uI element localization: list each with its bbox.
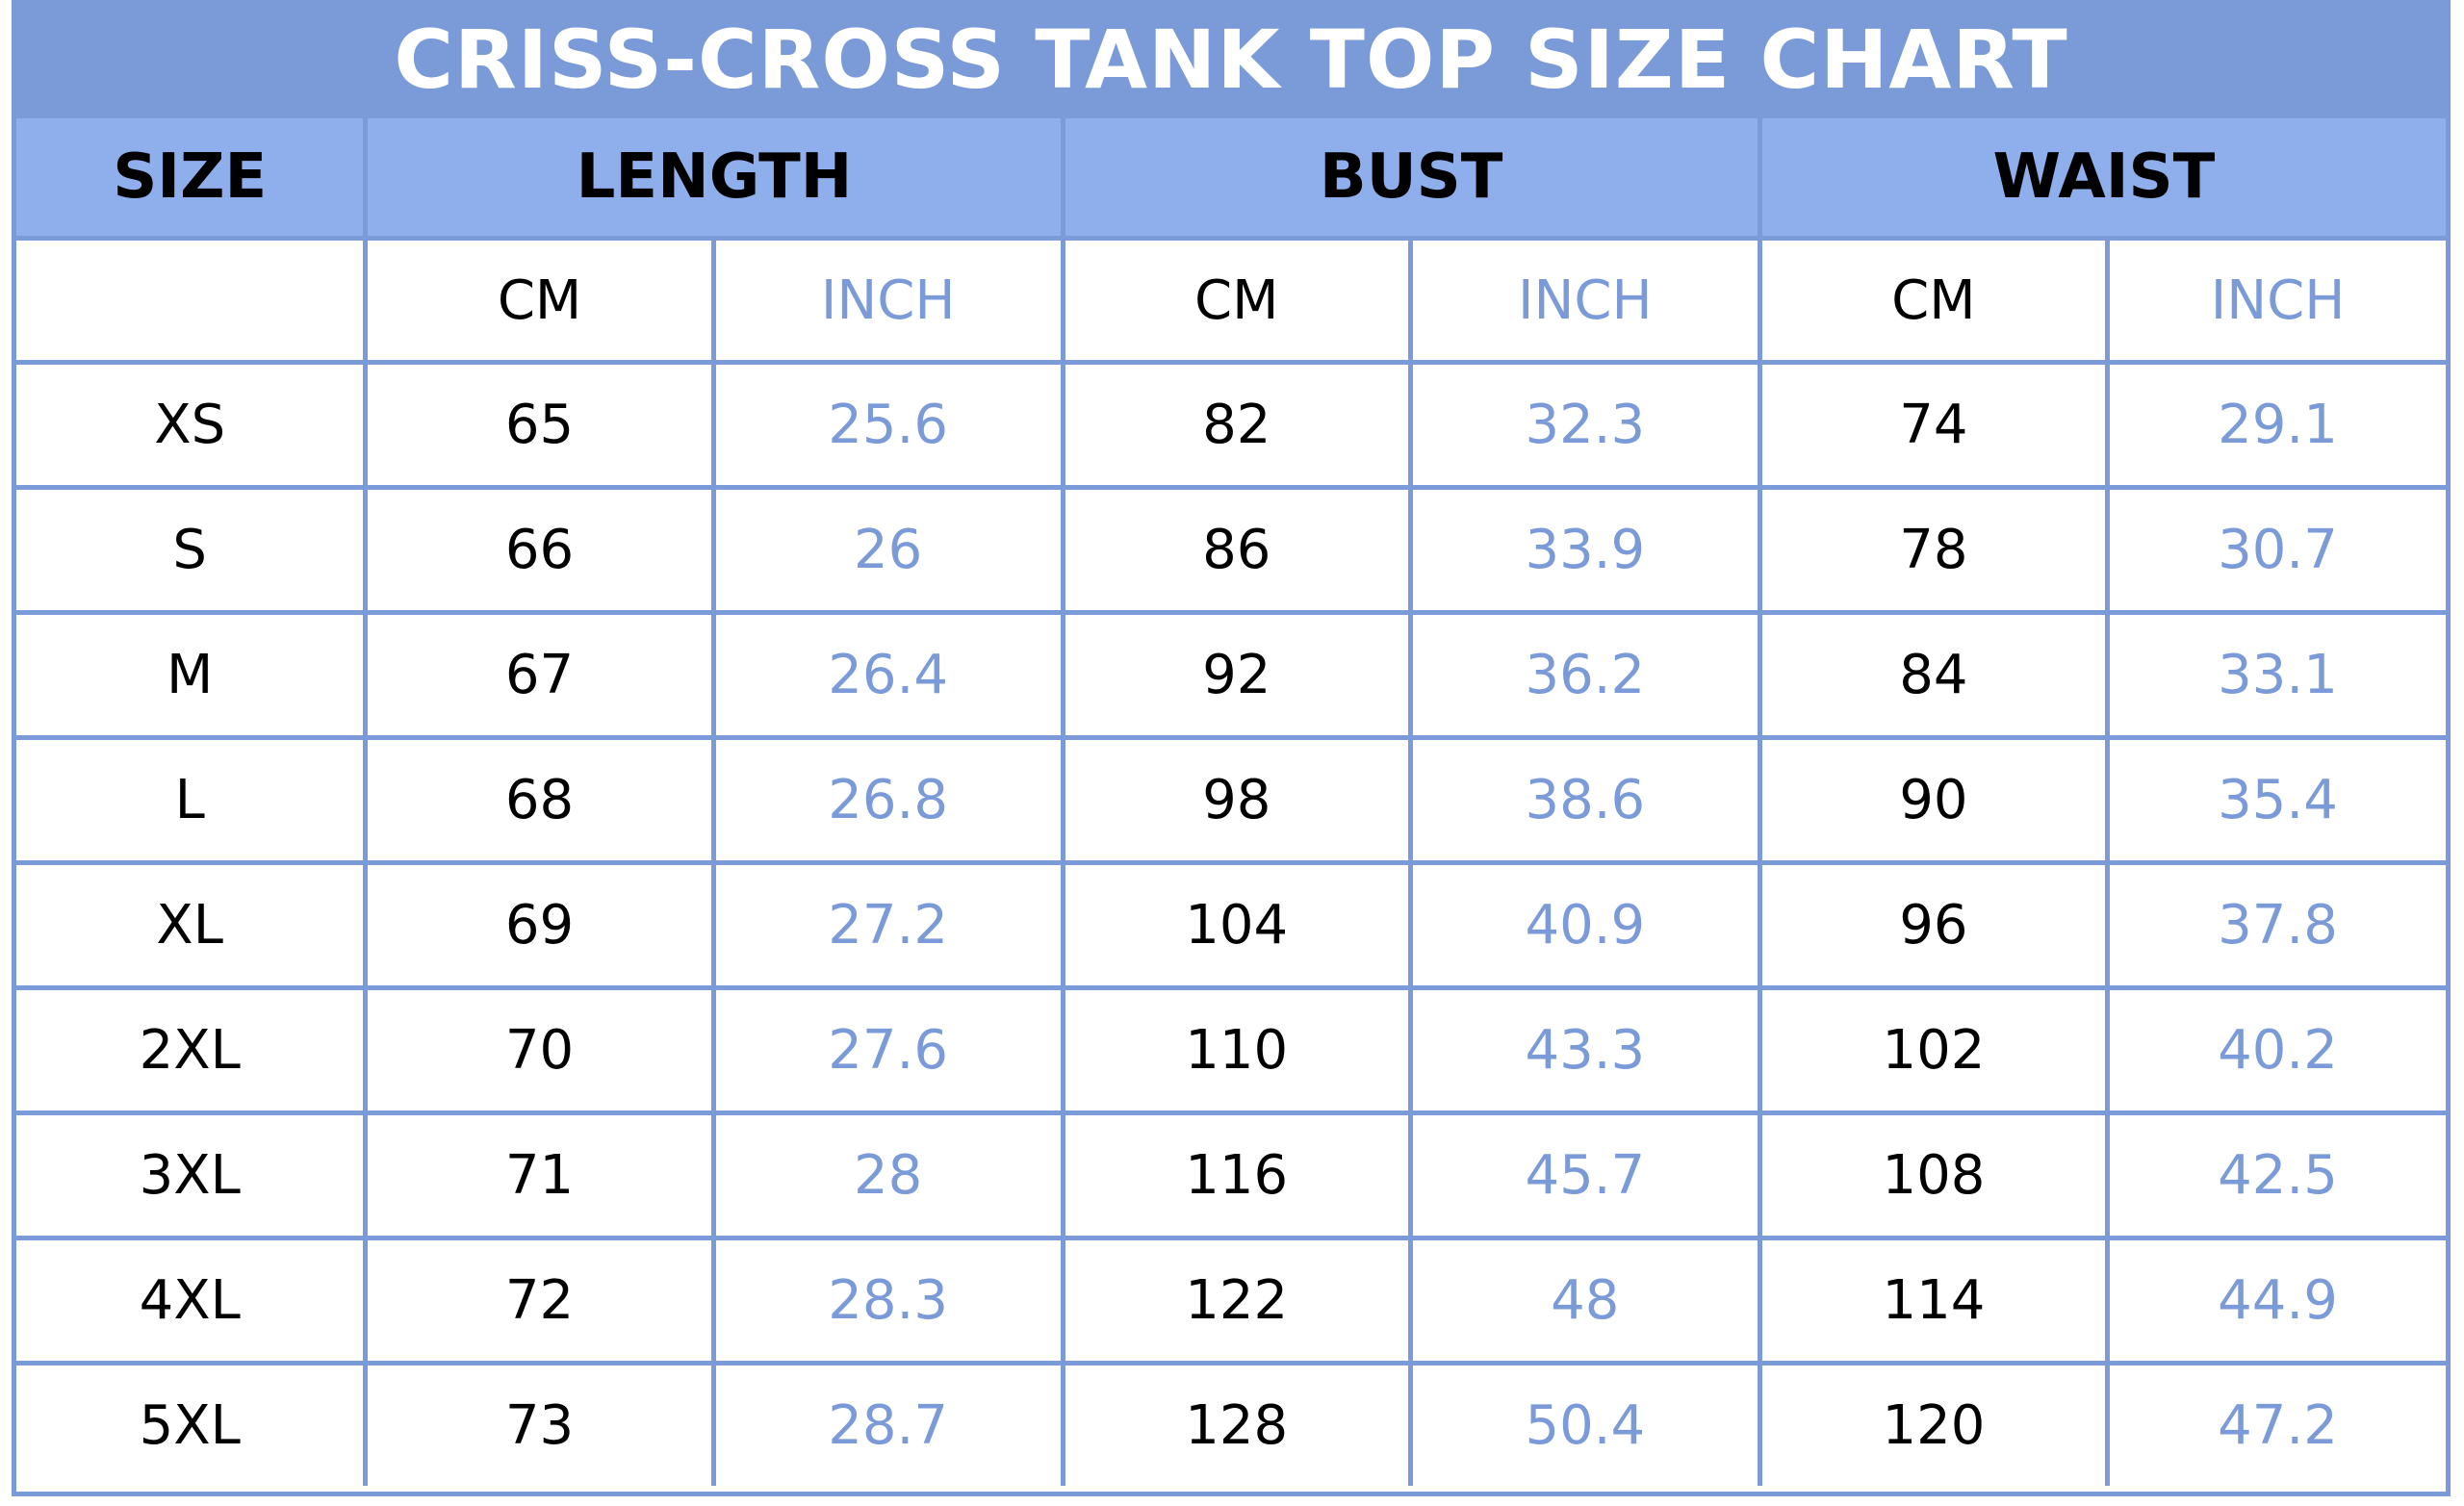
header-bust: BUST [1060, 118, 1762, 241]
waist-cm-cell: 114 [1757, 1236, 2111, 1366]
length-cm-cell: 72 [363, 1236, 716, 1366]
unit-header-row: CM INCH CM INCH CM INCH [16, 236, 2446, 363]
waist-inch-cell: 33.1 [2105, 610, 2446, 740]
bust-cm-cell: 82 [1060, 360, 1413, 490]
bust-inch-cell: 48 [1407, 1236, 1762, 1366]
length-inch-cell: 27.2 [710, 860, 1065, 990]
bust-cm-cell: 116 [1060, 1110, 1413, 1240]
size-rows: XS 65 25.6 82 32.3 74 29.1 S 66 26 86 33.9 78 30.7 M 67… [16, 360, 2446, 1486]
unit-length-cm: CM [363, 236, 716, 363]
length-inch-cell: 28.7 [710, 1361, 1065, 1486]
header-size: SIZE [16, 118, 369, 241]
bust-inch-cell: 38.6 [1407, 735, 1762, 865]
waist-cm-cell: 74 [1757, 360, 2111, 490]
length-cm-cell: 67 [363, 610, 716, 740]
waist-cm-cell: 84 [1757, 610, 2111, 740]
waist-inch-cell: 37.8 [2105, 860, 2446, 990]
table-row: 5XL 73 28.7 128 50.4 120 47.2 [16, 1361, 2446, 1486]
table-row: M 67 26.4 92 36.2 84 33.1 [16, 610, 2446, 740]
bust-cm-cell: 110 [1060, 985, 1413, 1115]
bust-cm-cell: 122 [1060, 1236, 1413, 1366]
waist-cm-cell: 102 [1757, 985, 2111, 1115]
table-row: XL 69 27.2 104 40.9 96 37.8 [16, 860, 2446, 990]
bust-inch-cell: 45.7 [1407, 1110, 1762, 1240]
group-header-row: SIZE LENGTH BUST WAIST [16, 118, 2446, 241]
size-cell: L [16, 735, 369, 865]
waist-inch-cell: 35.4 [2105, 735, 2446, 865]
bust-cm-cell: 128 [1060, 1361, 1413, 1486]
bust-inch-cell: 36.2 [1407, 610, 1762, 740]
length-inch-cell: 28 [710, 1110, 1065, 1240]
size-cell: 3XL [16, 1110, 369, 1240]
table-row: L 68 26.8 98 38.6 90 35.4 [16, 735, 2446, 865]
size-table: SIZE LENGTH BUST WAIST CM INCH CM INCH C… [16, 118, 2446, 1486]
unit-blank [16, 236, 369, 363]
length-cm-cell: 71 [363, 1110, 716, 1240]
waist-cm-cell: 96 [1757, 860, 2111, 990]
length-cm-cell: 68 [363, 735, 716, 865]
table-row: XS 65 25.6 82 32.3 74 29.1 [16, 360, 2446, 490]
bust-cm-cell: 86 [1060, 485, 1413, 615]
length-inch-cell: 26.8 [710, 735, 1065, 865]
size-cell: 5XL [16, 1361, 369, 1486]
waist-inch-cell: 29.1 [2105, 360, 2446, 490]
chart-title: CRISS-CROSS TANK TOP SIZE CHART [394, 12, 2068, 107]
bust-inch-cell: 40.9 [1407, 860, 1762, 990]
size-cell: S [16, 485, 369, 615]
waist-inch-cell: 40.2 [2105, 985, 2446, 1115]
size-cell: M [16, 610, 369, 740]
title-bar: CRISS-CROSS TANK TOP SIZE CHART [16, 5, 2446, 118]
size-cell: 4XL [16, 1236, 369, 1366]
unit-length-inch: INCH [710, 236, 1065, 363]
waist-cm-cell: 90 [1757, 735, 2111, 865]
bust-inch-cell: 50.4 [1407, 1361, 1762, 1486]
bust-inch-cell: 33.9 [1407, 485, 1762, 615]
table-row: 3XL 71 28 116 45.7 108 42.5 [16, 1110, 2446, 1240]
length-inch-cell: 26 [710, 485, 1065, 615]
size-chart: CRISS-CROSS TANK TOP SIZE CHART SIZE LEN… [12, 0, 2451, 1496]
length-cm-cell: 66 [363, 485, 716, 615]
length-cm-cell: 70 [363, 985, 716, 1115]
table-row: S 66 26 86 33.9 78 30.7 [16, 485, 2446, 615]
waist-inch-cell: 30.7 [2105, 485, 2446, 615]
length-cm-cell: 69 [363, 860, 716, 990]
unit-bust-cm: CM [1060, 236, 1413, 363]
length-inch-cell: 25.6 [710, 360, 1065, 490]
table-row: 4XL 72 28.3 122 48 114 44.9 [16, 1236, 2446, 1366]
unit-bust-inch: INCH [1407, 236, 1762, 363]
bust-cm-cell: 104 [1060, 860, 1413, 990]
waist-inch-cell: 42.5 [2105, 1110, 2446, 1240]
length-cm-cell: 73 [363, 1361, 716, 1486]
header-length: LENGTH [363, 118, 1065, 241]
size-cell: XS [16, 360, 369, 490]
table-row: 2XL 70 27.6 110 43.3 102 40.2 [16, 985, 2446, 1115]
size-cell: 2XL [16, 985, 369, 1115]
length-cm-cell: 65 [363, 360, 716, 490]
waist-cm-cell: 78 [1757, 485, 2111, 615]
waist-cm-cell: 120 [1757, 1361, 2111, 1486]
bust-inch-cell: 32.3 [1407, 360, 1762, 490]
length-inch-cell: 28.3 [710, 1236, 1065, 1366]
waist-cm-cell: 108 [1757, 1110, 2111, 1240]
bust-cm-cell: 98 [1060, 735, 1413, 865]
unit-waist-inch: INCH [2105, 236, 2446, 363]
length-inch-cell: 27.6 [710, 985, 1065, 1115]
unit-waist-cm: CM [1757, 236, 2111, 363]
header-waist: WAIST [1757, 118, 2446, 241]
waist-inch-cell: 44.9 [2105, 1236, 2446, 1366]
bust-inch-cell: 43.3 [1407, 985, 1762, 1115]
bust-cm-cell: 92 [1060, 610, 1413, 740]
size-cell: XL [16, 860, 369, 990]
waist-inch-cell: 47.2 [2105, 1361, 2446, 1486]
length-inch-cell: 26.4 [710, 610, 1065, 740]
